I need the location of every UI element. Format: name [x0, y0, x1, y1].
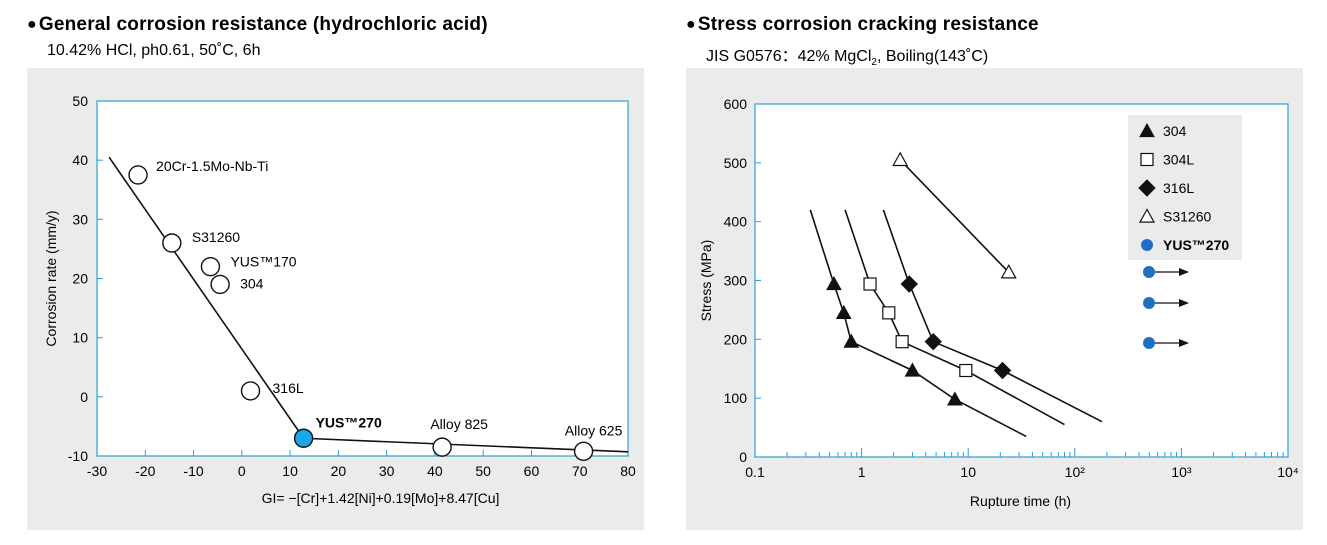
y-tick-label: 400 [724, 214, 748, 230]
data-point [162, 233, 182, 253]
x-tick-label: 40 [427, 463, 443, 479]
y-tick-label: 20 [72, 271, 88, 287]
series-point-304L [895, 335, 909, 349]
bullet-icon: ● [686, 16, 696, 33]
legend-marker [1139, 122, 1155, 138]
data-point [210, 274, 230, 295]
right-chart-title: ● Stress corrosion cracking resistance [686, 14, 1039, 35]
y-tick-label: 100 [724, 390, 748, 406]
series-point-304L [882, 306, 896, 320]
trend-line [303, 437, 629, 453]
series-point-304L [863, 277, 877, 291]
data-point [200, 256, 221, 277]
x-tick-label: 0 [238, 463, 246, 479]
left-chart-subtitle: 10.42% HCl, ph0.61, 50˚C, 6h [47, 42, 261, 59]
x-tick-label: 1 [858, 464, 866, 480]
runout-marker [1143, 266, 1155, 278]
legend-label: YUS™270 [1163, 237, 1229, 253]
legend-label: 316L [1163, 180, 1194, 196]
series-point-S31260 [892, 151, 909, 167]
x-tick-label: 20 [331, 463, 347, 479]
runout-arrow-head [1179, 339, 1189, 347]
series-point-304 [904, 362, 921, 377]
x-axis-label: Rupture time (h) [970, 493, 1071, 509]
series-line-304L [844, 209, 1065, 426]
series-line-S31260 [899, 159, 1010, 273]
bullet-icon: ● [27, 16, 37, 33]
series-point-316L [924, 332, 942, 351]
legend-marker [1140, 152, 1154, 167]
legend-label: 304 [1163, 123, 1187, 139]
x-tick-label: 10⁴ [1277, 464, 1299, 480]
highlight-point [293, 428, 314, 448]
data-point [432, 437, 452, 457]
runout-marker [1143, 297, 1155, 309]
y-tick-label: 200 [724, 331, 748, 347]
x-tick-label: 10 [282, 463, 298, 479]
y-tick-label: 300 [724, 273, 748, 289]
runout-marker [1143, 337, 1155, 349]
y-axis-label: Stress (MPa) [698, 240, 714, 322]
series-point-304 [947, 391, 963, 406]
x-tick-label: -10 [183, 463, 203, 479]
x-tick-label: -20 [135, 463, 155, 479]
y-tick-label: 600 [724, 96, 748, 112]
x-axis-label: GI= −[Cr]+1.42[Ni]+0.19[Mo]+8.47[Cu] [262, 490, 500, 506]
x-tick-label: -30 [87, 463, 107, 479]
y-tick-label: 50 [72, 93, 88, 109]
point-label: 304 [240, 275, 264, 291]
y-tick-label: 10 [72, 330, 88, 346]
point-label: YUS™270 [316, 414, 382, 430]
y-tick-label: 500 [724, 155, 748, 171]
trend-line [108, 156, 305, 439]
legend-marker [1141, 239, 1153, 251]
x-tick-label: 60 [524, 463, 540, 479]
point-label: 20Cr-1.5Mo-Nb-Ti [156, 158, 268, 174]
y-tick-label: 0 [739, 449, 747, 465]
y-tick-label: 0 [80, 389, 88, 405]
x-tick-label: 10² [1065, 464, 1086, 480]
x-tick-label: 10³ [1171, 464, 1192, 480]
x-tick-label: 70 [572, 463, 588, 479]
runout-arrow-head [1179, 268, 1189, 276]
series-point-304 [835, 304, 852, 319]
point-label: 316L [273, 380, 304, 396]
plot-area [96, 100, 629, 457]
point-label: Alloy 825 [430, 416, 488, 432]
y-tick-label: 30 [72, 211, 88, 227]
x-tick-label: 10 [960, 464, 976, 480]
legend-marker [1138, 179, 1156, 197]
series-point-316L [993, 361, 1012, 380]
series-point-316L [900, 275, 918, 293]
data-point [128, 165, 148, 185]
series-point-S31260 [1000, 264, 1017, 279]
point-label: S31260 [192, 229, 240, 245]
data-point [573, 441, 594, 461]
series-point-304 [826, 276, 842, 291]
point-label: YUS™170 [230, 254, 296, 270]
x-tick-label: 80 [620, 463, 636, 479]
data-point [240, 381, 261, 401]
legend-label: S31260 [1163, 209, 1211, 225]
legend-marker [1138, 208, 1156, 223]
x-tick-label: 50 [475, 463, 491, 479]
y-axis-label: Corrosion rate (mm/y) [43, 210, 59, 346]
x-tick-label: 0.1 [745, 464, 765, 480]
y-tick-label: 40 [72, 152, 88, 168]
right-chart-subtitle: JIS G0576：42% MgCl2, Boiling(143˚C) [706, 48, 989, 69]
point-label: Alloy 625 [565, 422, 623, 438]
y-tick-label: -10 [68, 448, 88, 464]
runout-arrow-head [1179, 299, 1189, 307]
x-tick-label: 30 [379, 463, 395, 479]
left-chart-title: ● General corrosion resistance (hydrochlo… [27, 14, 488, 35]
series-point-304L [959, 363, 973, 378]
legend-label: 304L [1163, 152, 1194, 168]
series-point-304 [843, 333, 860, 348]
